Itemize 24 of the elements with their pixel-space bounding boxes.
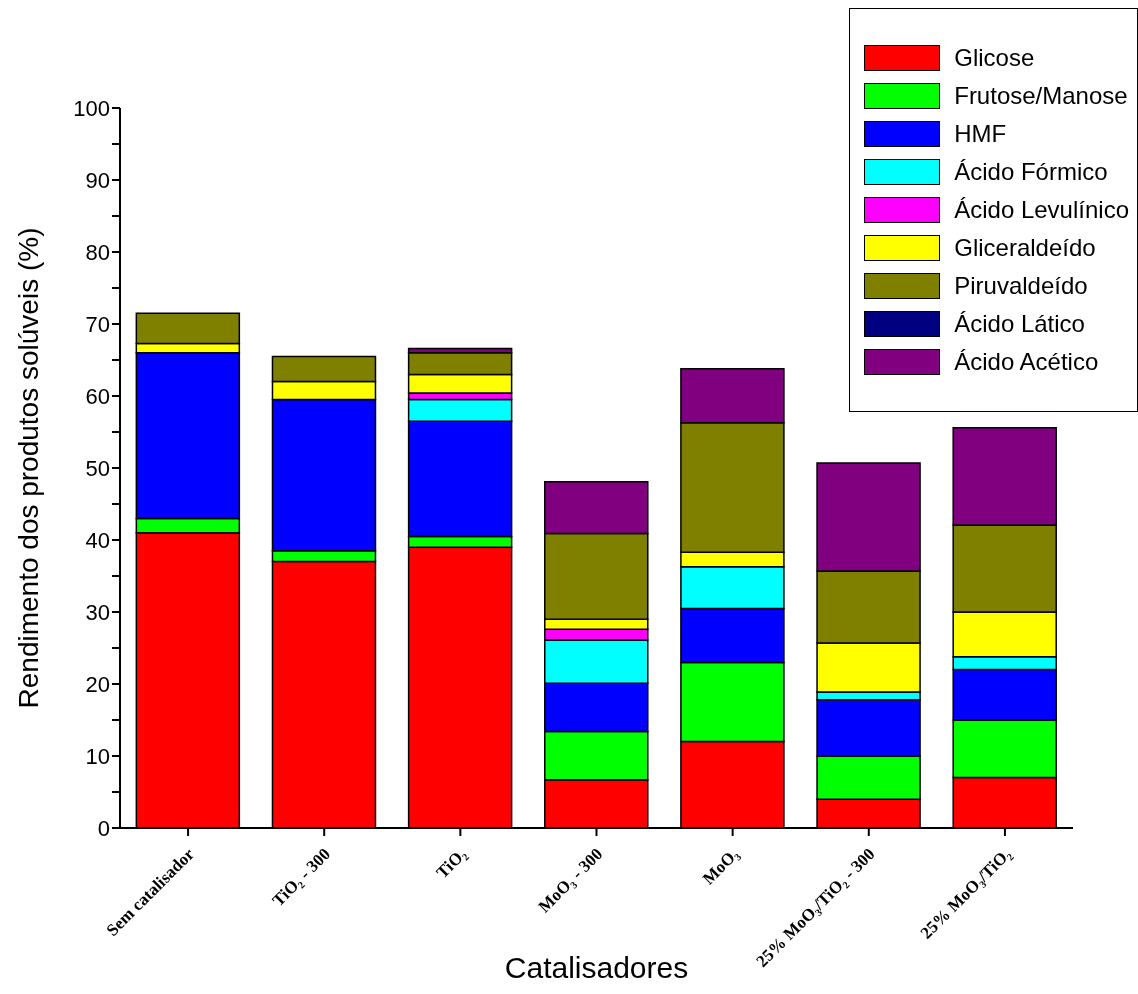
y-tick-label: 0 xyxy=(97,815,110,841)
legend-label: Gliceraldeído xyxy=(954,234,1096,262)
y-tick-label: 10 xyxy=(85,743,110,769)
y-tick-label: 20 xyxy=(85,671,110,697)
legend-label: HMF xyxy=(954,120,1007,148)
legend-label: Piruvaldeído xyxy=(954,272,1088,300)
y-tick-label: 90 xyxy=(85,167,110,193)
y-tick-label: 70 xyxy=(85,311,110,337)
y-tick-label: 100 xyxy=(73,95,110,121)
legend-label: Ácido Levulínico xyxy=(954,196,1129,224)
y-tick-label: 60 xyxy=(85,383,110,409)
y-tick-label: 40 xyxy=(85,527,110,553)
legend-label: Ácido Lático xyxy=(954,310,1085,338)
y-tick-label: 30 xyxy=(85,599,110,625)
y-axis-title: Rendimento dos produtos solúveis (%) xyxy=(12,227,44,709)
legend-label: Frutose/Manose xyxy=(954,82,1128,110)
legend-label: Ácido Fórmico xyxy=(954,158,1108,186)
x-axis-title: Catalisadores xyxy=(504,951,689,984)
legend-label: Glicose xyxy=(954,44,1035,72)
y-tick-label: 80 xyxy=(85,239,110,265)
y-tick-label: 50 xyxy=(85,455,110,481)
x-tick-label: TiO₂ - 300 xyxy=(268,844,335,911)
x-tick-label: TiO₂ xyxy=(432,844,471,882)
legend-label: Ácido Acético xyxy=(954,348,1099,376)
